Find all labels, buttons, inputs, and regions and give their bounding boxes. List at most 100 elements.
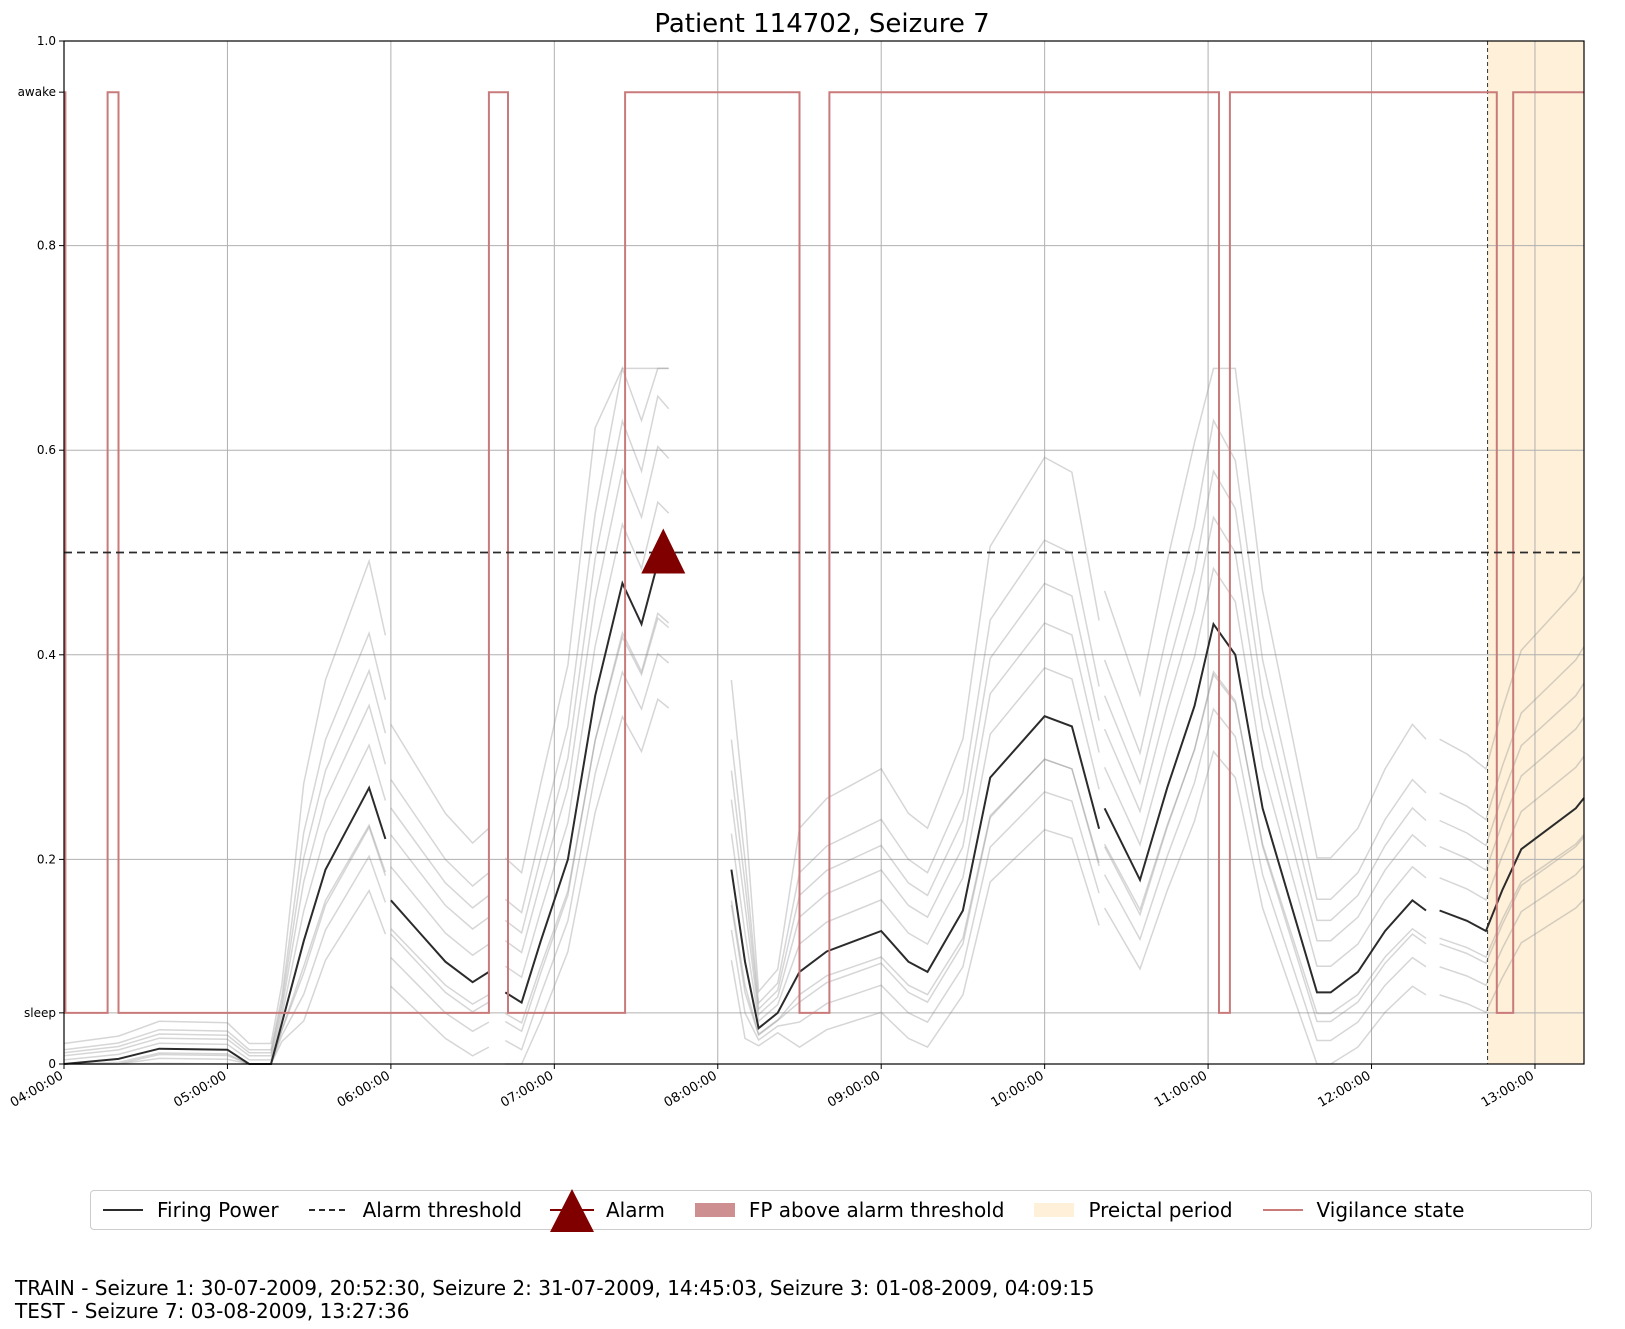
legend-label: FP above alarm threshold (748, 1198, 1005, 1222)
ensemble-trace-line (63, 630, 387, 1051)
x-tick-label: 11:00:00 (1152, 1068, 1210, 1110)
ensemble-trace-line (63, 823, 387, 1065)
plot-frame (63, 40, 1585, 1065)
ensemble-trace-line (1103, 367, 1427, 859)
ensemble-trace-line (730, 456, 1100, 994)
patch-swatch-icon (694, 1203, 735, 1217)
legend-label: Firing Power (157, 1198, 279, 1222)
y-tick-label: 0.6 (37, 443, 56, 457)
x-tick-label: 06:00:00 (335, 1068, 393, 1110)
ensemble-trace-line (504, 616, 670, 1025)
ensemble-trace-line (390, 724, 490, 845)
x-tick-label: 04:00:00 (8, 1068, 66, 1110)
ensemble-trace-line (63, 743, 387, 1061)
ensemble-trace-line (390, 834, 490, 930)
triangle-marker-icon (550, 1189, 594, 1232)
firing-power-line (504, 560, 670, 1005)
ensemble-trace-line (1103, 566, 1427, 967)
ensemble-trace-line (1439, 898, 1585, 1014)
ensemble-trace-line (1439, 575, 1585, 771)
alarm-marker (641, 528, 686, 574)
ensemble-trace-line (1103, 515, 1427, 942)
y-tick-label: 0.2 (37, 852, 56, 866)
ensemble-trace-line (63, 703, 387, 1057)
ensemble-trace-line (63, 558, 387, 1045)
ensemble-trace-line (504, 500, 670, 979)
ensemble-trace-line (1103, 418, 1427, 901)
ensemble-trace-line (504, 652, 670, 1051)
ensemble-trace-line (730, 828, 1100, 1049)
ensemble-trace-line (1439, 865, 1585, 987)
x-tick-label: 05:00:00 (171, 1068, 229, 1110)
ensemble-trace-line (1103, 749, 1427, 1065)
legend-label: Vigilance state (1316, 1198, 1465, 1222)
ensemble-trace-line (504, 445, 670, 954)
firing-power-line (390, 899, 490, 984)
firing-power-line (730, 715, 1101, 1031)
ensemble-trace-line (730, 758, 1100, 1036)
ensemble-trace-line (1103, 669, 1427, 1023)
x-tick-label: 10:00:00 (989, 1068, 1047, 1110)
dashed-line-swatch-icon (308, 1209, 349, 1211)
ensemble-trace-line (390, 866, 490, 957)
ensemble-trace-line (1439, 836, 1585, 965)
ensemble-trace-line (64, 854, 387, 1065)
x-tick-label: 07:00:00 (498, 1068, 556, 1110)
ensemble-trace-line (730, 791, 1100, 1042)
train-seizures-text: TRAIN - Seizure 1: 30-07-2009, 20:52:30,… (15, 1276, 1095, 1300)
y-tick-label: 0.4 (37, 648, 56, 662)
ensemble-trace-line (390, 779, 490, 888)
legend-label: Alarm (606, 1198, 665, 1222)
x-tick-label: 13:00:00 (1479, 1068, 1537, 1110)
legend-item-fp-above-threshold: FP above alarm threshold (693, 1198, 1005, 1222)
ensemble-trace-line (1439, 646, 1585, 821)
x-tick-label: 12:00:00 (1315, 1068, 1373, 1110)
ensemble-trace-line (1439, 834, 1585, 959)
line-swatch-icon (103, 1209, 143, 1211)
ensemble-trace-line (64, 825, 387, 1065)
ensemble-trace-line (730, 539, 1100, 1005)
x-tick-label: 08:00:00 (662, 1068, 720, 1110)
ensemble-trace-line (390, 933, 490, 1013)
patch-swatch-icon (1034, 1203, 1075, 1217)
x-tick-label: 09:00:00 (825, 1068, 883, 1110)
ensemble-trace-line (390, 928, 490, 1005)
test-seizure-text: TEST - Seizure 7: 03-08-2009, 13:27:36 (15, 1299, 410, 1323)
legend-label: Alarm threshold (362, 1198, 522, 1222)
ensemble-trace-line (64, 888, 387, 1065)
y-tick-label: sleep (24, 1006, 56, 1020)
ensemble-trace-line (390, 807, 490, 909)
ensemble-trace-line (504, 365, 669, 914)
firing-power-line (1103, 621, 1427, 994)
ensemble-trace-line (390, 957, 490, 1033)
y-tick-label: 1.0 (37, 34, 56, 48)
firing-power-line (1439, 797, 1585, 933)
legend-item-alarm: Alarm (550, 1189, 665, 1232)
legend-item-alarm-threshold: Alarm threshold (307, 1198, 522, 1222)
y-tick-label: 0.8 (37, 239, 56, 253)
ensemble-trace-line (1439, 682, 1585, 847)
legend-item-firing-power: Firing Power (101, 1198, 279, 1222)
ensemble-trace-line (730, 582, 1100, 1011)
vigilance-state-line (64, 91, 1584, 1014)
seizure-info-footer: TRAIN - Seizure 1: 30-07-2009, 20:52:30,… (15, 1277, 1095, 1323)
line-swatch-icon (1262, 1209, 1303, 1211)
ensemble-trace-line (730, 666, 1100, 1023)
ensemble-trace-line (730, 622, 1100, 1017)
y-tick-label: 0 (48, 1057, 56, 1071)
ensemble-trace-line (390, 985, 490, 1057)
chart-title: Patient 114702, Seizure 7 (654, 9, 989, 39)
ensemble-trace-line (504, 612, 670, 1033)
firing-power-line (63, 785, 387, 1065)
ensemble-trace-line (505, 698, 670, 1065)
ensemble-trace-line (63, 668, 387, 1054)
y-tick-label: awake (18, 85, 56, 99)
ensemble-trace-line (1439, 755, 1585, 901)
ensemble-trace-line (504, 394, 670, 935)
ensemble-trace-line (730, 758, 1100, 1037)
chart-legend: Firing Power Alarm threshold Alarm FP ab… (90, 1189, 1592, 1232)
ensemble-trace-line (1103, 672, 1427, 1015)
legend-label: Preictal period (1088, 1198, 1233, 1222)
ensemble-trace-line (1103, 707, 1427, 1042)
